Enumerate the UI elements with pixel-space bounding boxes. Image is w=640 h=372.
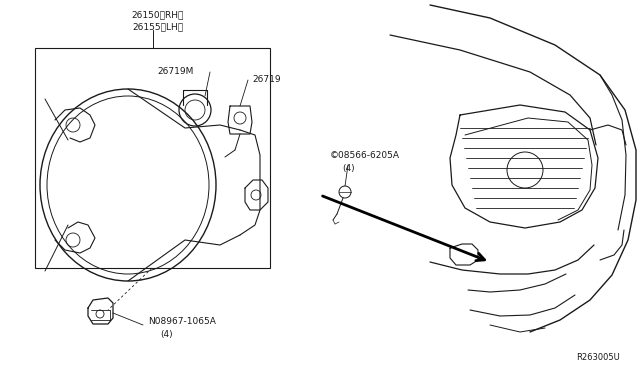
Text: R263005U: R263005U bbox=[576, 353, 620, 362]
Text: ©08566-6205A: ©08566-6205A bbox=[330, 151, 400, 160]
Text: (4): (4) bbox=[342, 164, 355, 173]
Text: 26719: 26719 bbox=[252, 76, 280, 84]
Bar bbox=[35, 48, 270, 268]
Text: 26155〈LH〉: 26155〈LH〉 bbox=[132, 22, 184, 32]
Text: 26150〈RH〉: 26150〈RH〉 bbox=[132, 10, 184, 19]
Text: N08967-1065A: N08967-1065A bbox=[148, 317, 216, 327]
Text: 26719M: 26719M bbox=[157, 67, 194, 77]
Text: (4): (4) bbox=[160, 330, 173, 339]
